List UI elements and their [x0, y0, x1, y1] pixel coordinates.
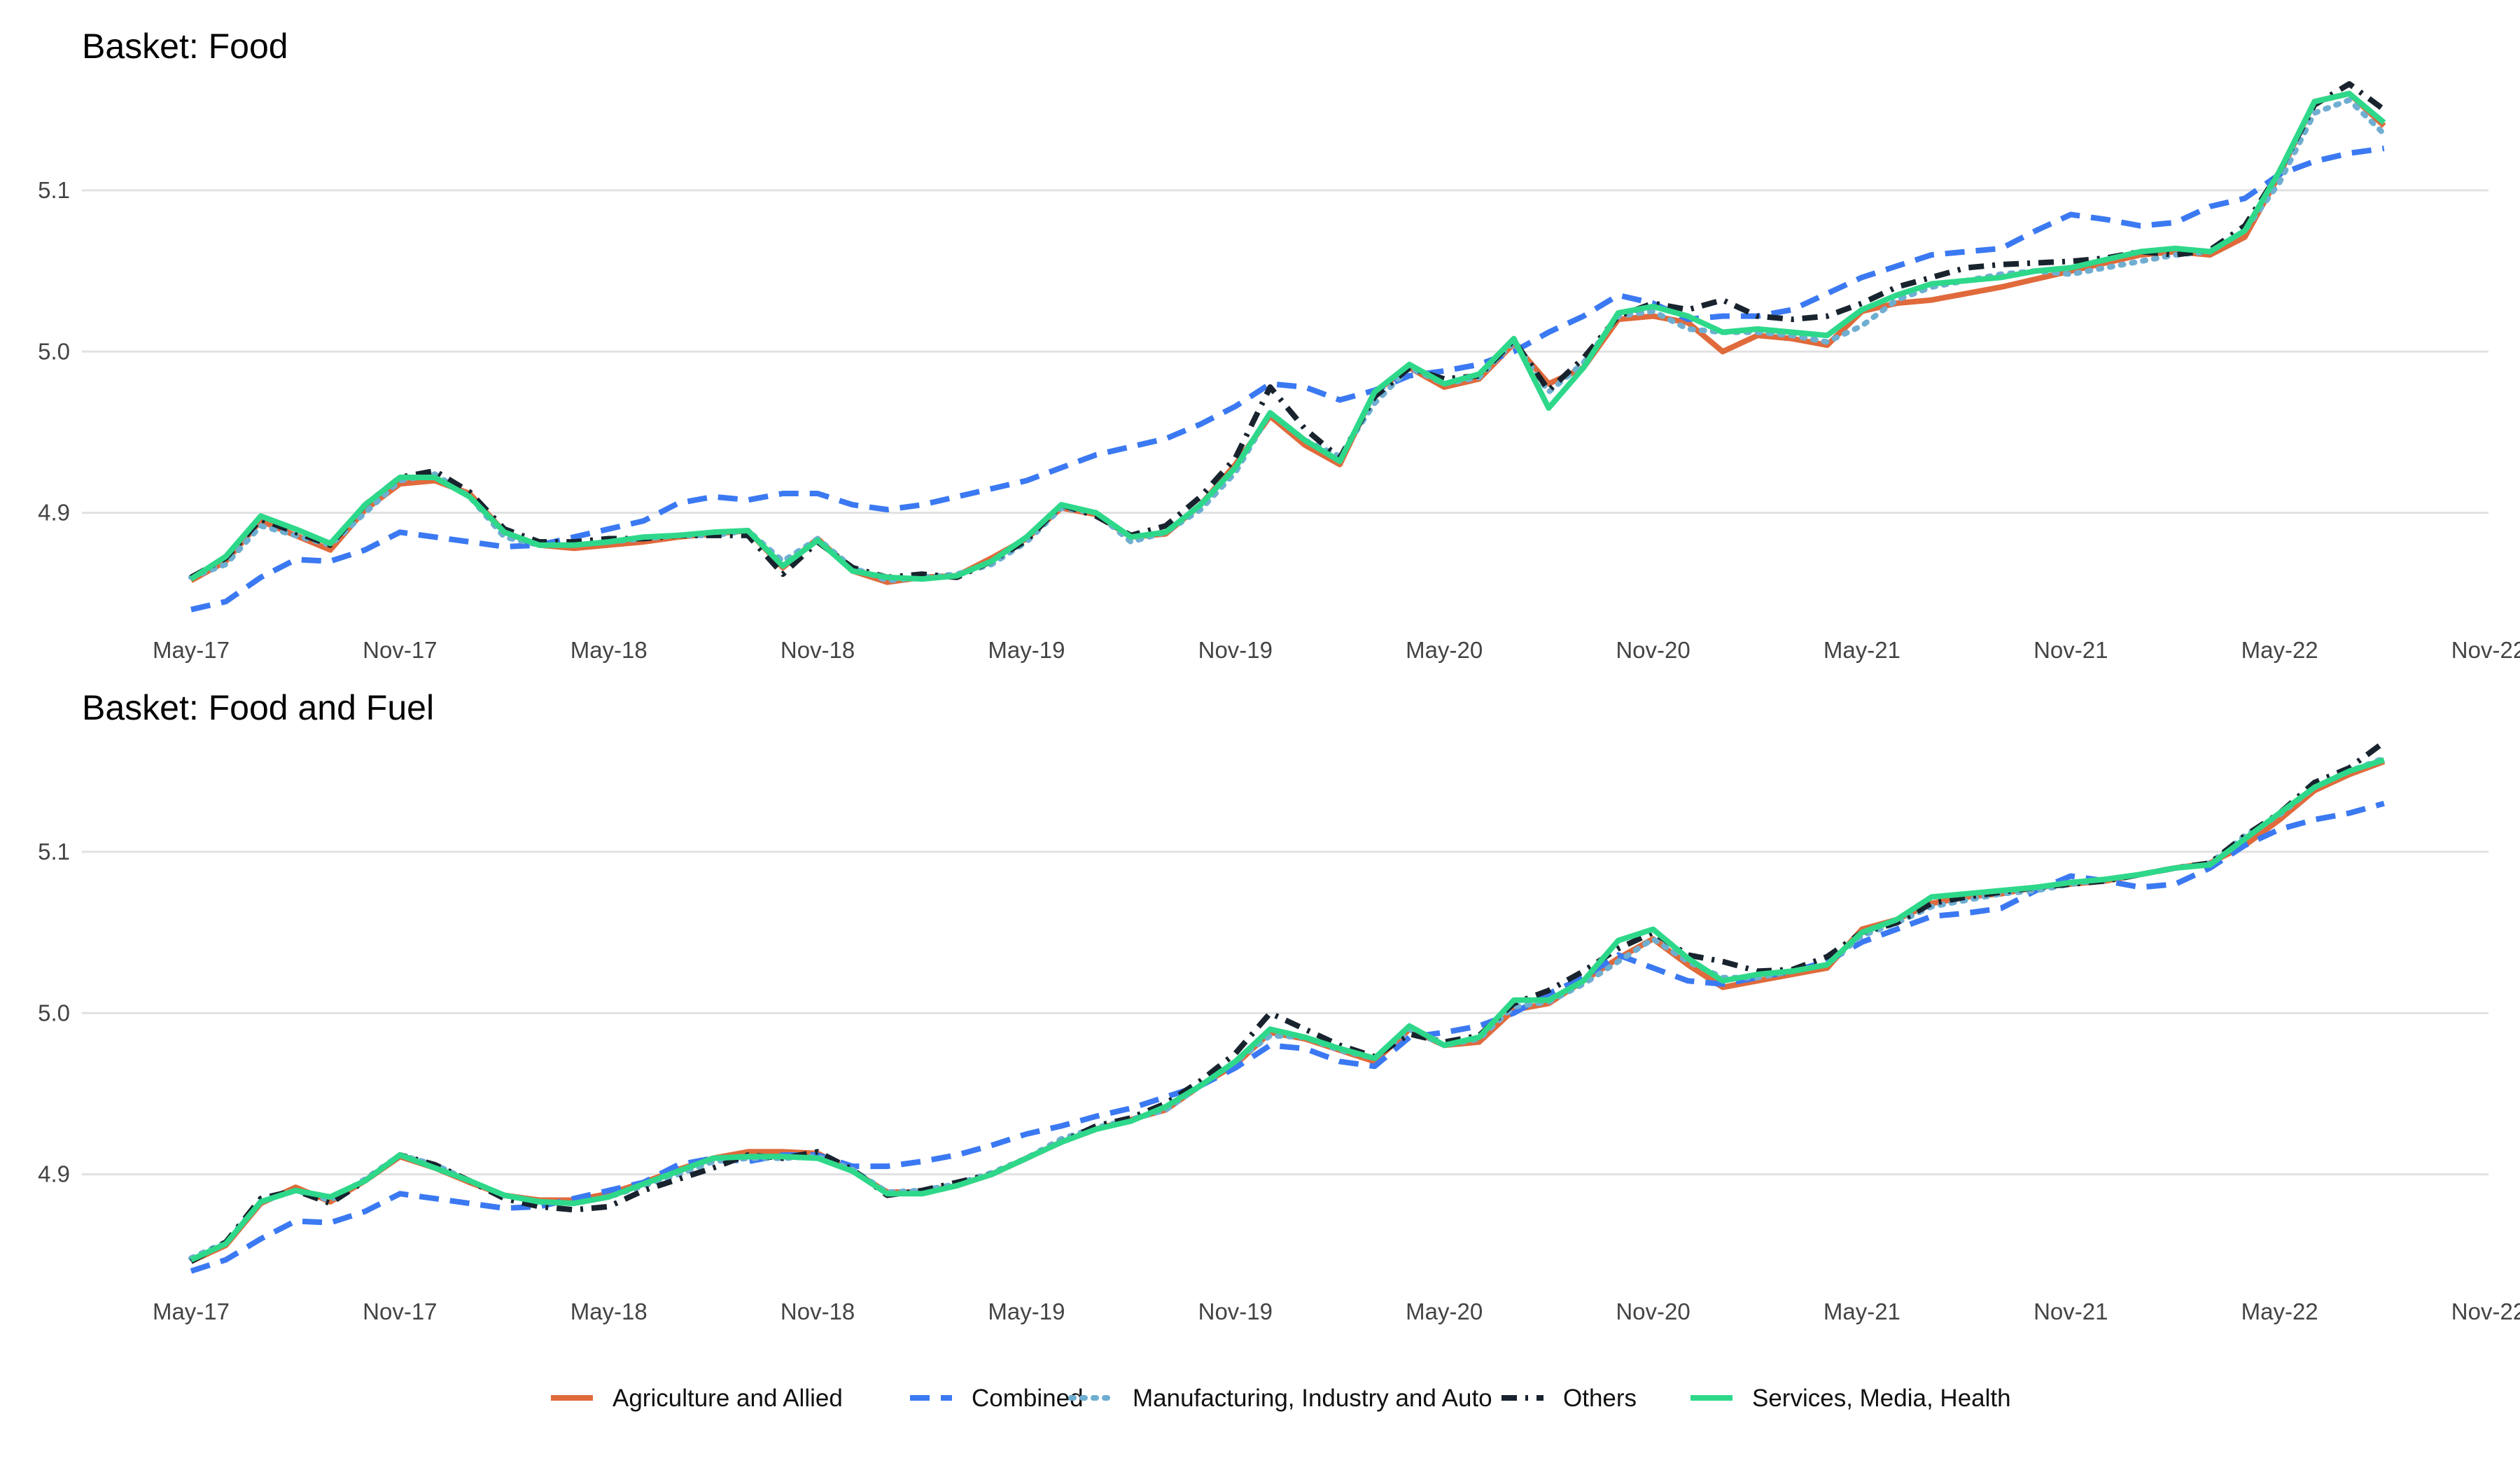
x-tick-label: May-19	[988, 637, 1065, 663]
x-tick-label: Nov-22	[2451, 1298, 2520, 1324]
food-and-fuel-panel: Basket: Food and Fuel 4.9 5.0 5.1 May-17 No…	[38, 688, 2520, 1324]
x-axis: May-17 Nov-17 May-18 Nov-18 May-19 Nov-19 May-…	[153, 637, 2520, 663]
x-tick-label: May-17	[153, 1298, 230, 1324]
x-tick-label: May-19	[988, 1298, 1065, 1324]
legend: Agriculture and Allied Combined Manufactur…	[551, 1385, 2011, 1412]
x-axis: May-17 Nov-17 May-18 Nov-18 May-19 Nov-19 May-…	[153, 1298, 2520, 1324]
y-axis: 4.9 5.0 5.1	[38, 839, 70, 1187]
legend-label: Manufacturing, Industry and Auto	[1133, 1385, 1492, 1412]
series-line-manufacturing-industry-and-auto	[188, 755, 2387, 1261]
panel-title: Basket: Food	[82, 27, 288, 66]
y-tick-label: 5.1	[38, 839, 70, 864]
series-line-services-media-health	[189, 90, 2386, 582]
legend-item: Agriculture and Allied	[551, 1385, 843, 1412]
legend-item: Others	[1502, 1385, 1637, 1412]
food-panel: Basket: Food 4.95.05.1 May-17 Nov-17 May-1…	[38, 27, 2520, 663]
legend-item: Manufacturing, Industry and Auto	[1068, 1385, 1492, 1412]
x-tick-label: Nov-20	[1616, 637, 1690, 663]
series-group	[188, 80, 2387, 612]
x-tick-label: May-20	[1406, 1298, 1483, 1324]
x-tick-label: Nov-17	[363, 1298, 437, 1324]
y-axis: 4.9 5.0 5.1	[38, 177, 70, 526]
x-tick-label: Nov-21	[2033, 1298, 2108, 1324]
legend-label: Combined	[972, 1385, 1084, 1412]
x-tick-label: May-22	[2241, 1298, 2318, 1324]
x-tick-label: May-18	[570, 637, 648, 663]
x-tick-label: Nov-22	[2451, 637, 2520, 663]
x-tick-label: Nov-20	[1616, 1298, 1690, 1324]
series-line-others	[190, 80, 2386, 580]
y-tick-label: 5.0	[38, 338, 70, 364]
series-line-others	[190, 740, 2386, 1264]
series-line-agriculture-and-allied	[190, 759, 2386, 1264]
x-tick-label: Nov-18	[780, 1298, 855, 1324]
legend-label: Services, Media, Health	[1752, 1385, 2011, 1412]
x-tick-label: May-21	[1823, 637, 1900, 663]
y-tick-label: 5.0	[38, 1000, 70, 1026]
panel-title: Basket: Food and Fuel	[82, 688, 434, 727]
x-tick-label: May-18	[570, 1298, 648, 1324]
grid	[82, 189, 2488, 514]
y-tick-label: 4.9	[38, 500, 70, 526]
series-line-services-media-health	[190, 757, 2386, 1263]
x-tick-label: Nov-21	[2033, 637, 2108, 663]
series-line-agriculture-and-allied	[190, 90, 2386, 585]
x-tick-label: May-20	[1406, 637, 1483, 663]
x-tick-label: Nov-19	[1198, 637, 1273, 663]
x-tick-label: Nov-19	[1198, 1298, 1273, 1324]
series-line-manufacturing-industry-and-auto	[188, 97, 2387, 584]
y-tick-label: 5.1	[38, 177, 70, 203]
series-group	[188, 740, 2387, 1274]
y-tick-label: 4.9	[38, 1161, 70, 1187]
legend-label: Others	[1563, 1385, 1637, 1412]
legend-label: Agriculture and Allied	[612, 1385, 843, 1412]
x-tick-label: Nov-18	[780, 637, 855, 663]
x-tick-label: Nov-17	[363, 637, 437, 663]
x-tick-label: May-22	[2241, 637, 2318, 663]
legend-item: Services, Media, Health	[1690, 1385, 2011, 1412]
legend-item: Combined	[910, 1385, 1084, 1412]
grid	[82, 850, 2488, 1176]
x-tick-label: May-17	[153, 637, 230, 663]
x-tick-label: May-21	[1823, 1298, 1900, 1324]
